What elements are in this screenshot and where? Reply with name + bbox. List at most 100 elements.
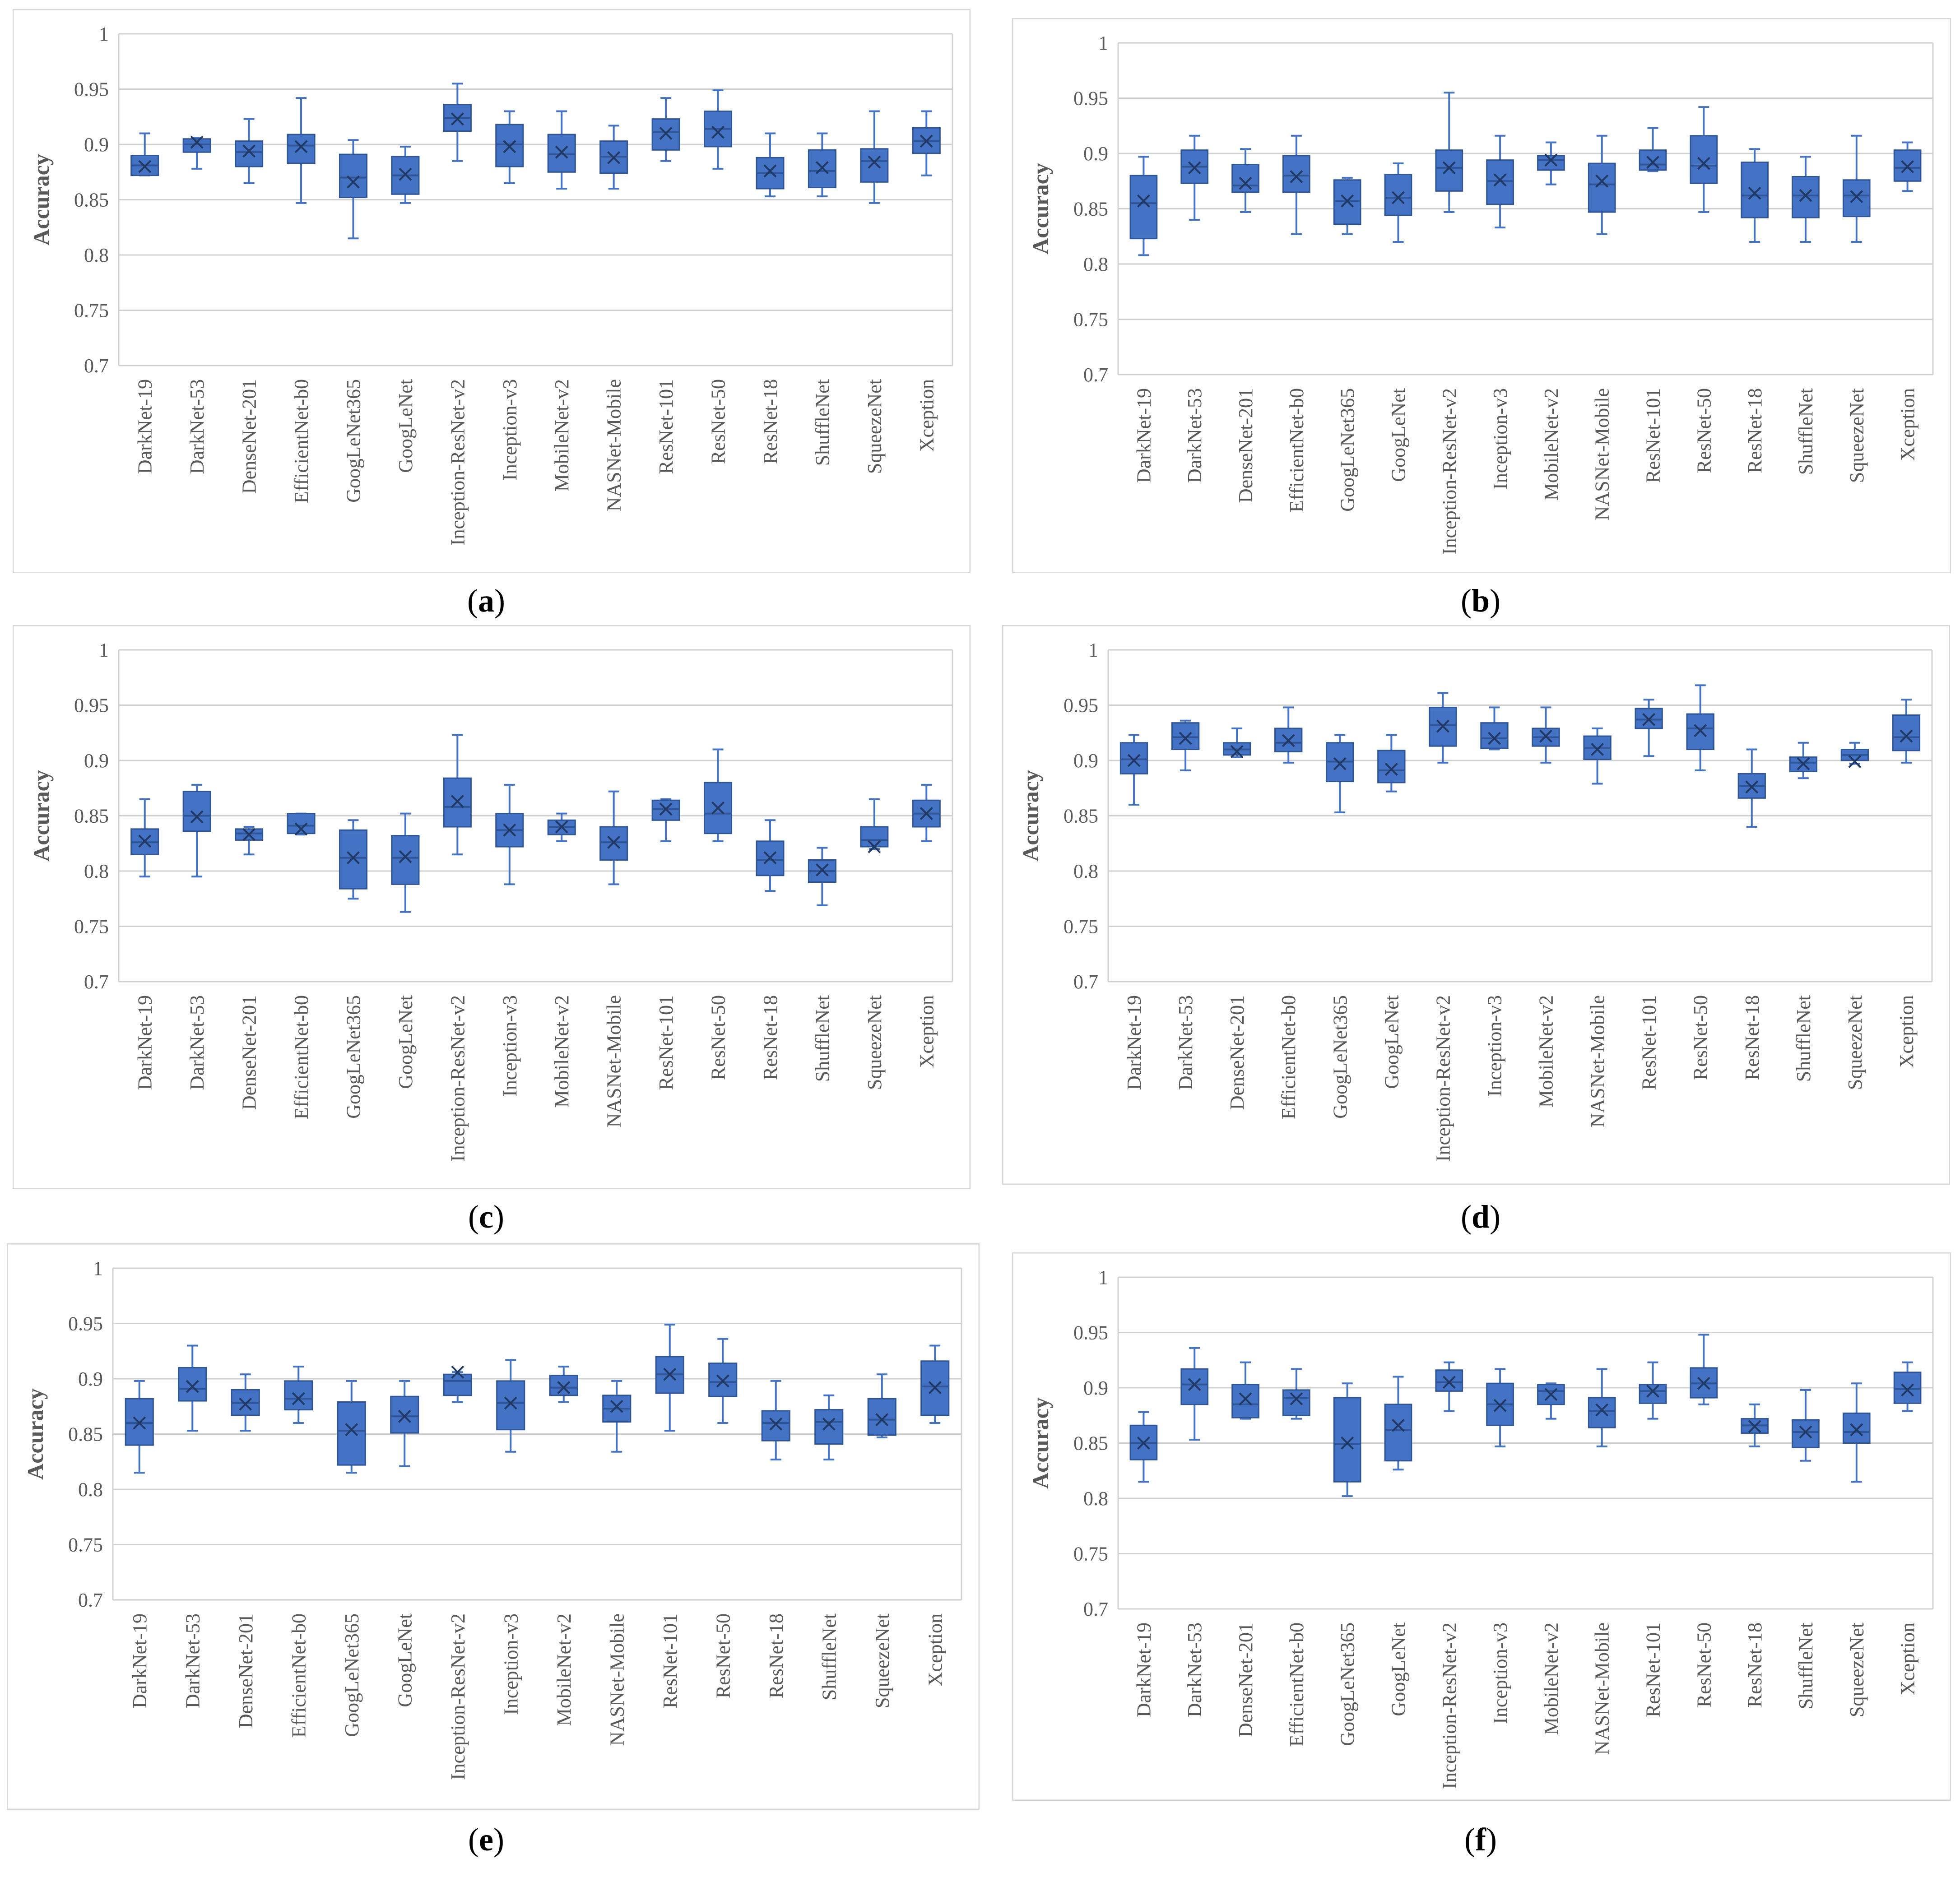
mean-marker xyxy=(1290,170,1303,183)
chart-b-svg: 0.7 0.75 0.8 0.85 0.9 0.95 1 Accuracy DarkNet-19… xyxy=(1012,18,1951,573)
y-axis-title: Accuracy xyxy=(1028,1397,1053,1489)
x-tick-label: SqueezeNet xyxy=(1846,1622,1868,1717)
y-tick-label: 0.8 xyxy=(1083,253,1108,275)
y-tick-label: 1 xyxy=(99,23,109,45)
box-iqr xyxy=(1171,722,1200,750)
box-densenet-201 xyxy=(235,826,264,856)
x-tick-label: Inception-ResNet-v2 xyxy=(447,1613,469,1780)
x-tick-label: DarkNet-19 xyxy=(1123,995,1145,1090)
chart-frame xyxy=(1012,1252,1951,1801)
x-tick-label: Inception-ResNet-v2 xyxy=(446,995,469,1162)
box-googlenet365 xyxy=(1333,176,1361,235)
box-iqr xyxy=(1282,1389,1310,1416)
box-iqr xyxy=(814,1409,844,1445)
box-resnet-18 xyxy=(1741,1403,1769,1447)
x-tick-label: GoogLeNet365 xyxy=(341,1613,363,1737)
box-resnet-50 xyxy=(1686,684,1714,772)
x-tick-label: ResNet-50 xyxy=(707,995,729,1080)
mean-marker xyxy=(769,1418,783,1431)
mean-marker xyxy=(1493,173,1507,187)
box-iqr xyxy=(182,791,211,832)
box-efficientnet-b0 xyxy=(1274,706,1303,764)
y-tick-label: 0.85 xyxy=(74,189,109,211)
box-efficientnet-b0 xyxy=(1282,1368,1310,1420)
mean-marker xyxy=(868,155,881,169)
mean-marker xyxy=(242,828,256,841)
box-inception-v3 xyxy=(495,110,524,184)
box-googlenet xyxy=(1384,1376,1412,1471)
box-densenet-201 xyxy=(1231,148,1259,213)
box-nasnet-mobile xyxy=(602,1380,632,1453)
y-tick-label: 1 xyxy=(1088,639,1098,661)
box-squeezenet xyxy=(867,1373,896,1438)
x-tick-label: ResNet-50 xyxy=(1693,388,1715,473)
box-mobilenet-v2 xyxy=(1532,706,1560,764)
box-nasnet-mobile xyxy=(599,790,628,885)
box-resnet-50 xyxy=(1690,1334,1718,1405)
mean-marker xyxy=(1544,1388,1558,1401)
box-resnet-101 xyxy=(1639,127,1667,172)
box-shufflenet xyxy=(1792,156,1820,243)
x-tick-label: NASNet-Mobile xyxy=(603,995,625,1127)
y-tick-label: 0.9 xyxy=(1073,750,1098,772)
x-tick-label: DenseNet-201 xyxy=(238,379,260,494)
mean-marker xyxy=(345,1423,358,1437)
box-resnet-18 xyxy=(756,819,785,892)
box-mobilenet-v2 xyxy=(549,1366,578,1403)
mean-marker xyxy=(1901,160,1914,173)
x-tick-label: DarkNet-19 xyxy=(1133,1622,1155,1717)
box-inception-resnet-v2 xyxy=(443,734,472,856)
box-iqr xyxy=(1690,135,1718,184)
x-tick-label: ResNet-101 xyxy=(655,995,677,1090)
mean-marker xyxy=(1127,754,1141,767)
mean-marker xyxy=(133,1416,146,1430)
x-tick-label: EfficientNet-b0 xyxy=(290,995,312,1119)
box-efficientnet-b0 xyxy=(1282,134,1310,235)
mean-marker xyxy=(1384,763,1398,776)
chart-panel-f: 0.7 0.75 0.8 0.85 0.9 0.95 1 Accuracy DarkNet-19… xyxy=(1012,1252,1951,1801)
mean-marker xyxy=(503,823,516,837)
box-inception-v3 xyxy=(1486,134,1514,229)
mean-marker xyxy=(920,807,933,820)
y-axis-title: Accuracy xyxy=(1018,770,1043,862)
box-iqr xyxy=(761,1410,790,1441)
y-tick-label: 0.7 xyxy=(84,971,109,993)
y-tick-label: 0.75 xyxy=(74,300,109,322)
y-tick-label: 0.8 xyxy=(1083,1488,1108,1510)
x-tick-label: ResNet-18 xyxy=(759,995,781,1080)
x-tick-label: EfficientNet-b0 xyxy=(290,379,312,503)
y-tick-label: 0.7 xyxy=(84,355,109,377)
box-inception-resnet-v2 xyxy=(1435,1361,1463,1412)
box-iqr xyxy=(1282,155,1310,193)
mean-marker xyxy=(1646,156,1659,169)
box-inception-resnet-v2 xyxy=(1435,92,1463,213)
box-googlenet365 xyxy=(337,1380,366,1474)
box-googlenet xyxy=(1384,162,1412,243)
box-iqr xyxy=(1639,1384,1667,1404)
mean-marker xyxy=(1137,1437,1150,1450)
y-tick-label: 0.7 xyxy=(1083,364,1108,386)
mean-marker xyxy=(555,145,568,159)
y-tick-label: 0.85 xyxy=(68,1423,103,1446)
x-tick-label: ResNet-18 xyxy=(1744,388,1766,473)
mean-marker xyxy=(1493,1399,1507,1412)
x-tick-label: GoogLeNet365 xyxy=(342,379,364,503)
box-densenet-201 xyxy=(231,1373,260,1432)
box-iqr xyxy=(443,1373,472,1396)
box-resnet-50 xyxy=(704,89,733,170)
y-tick-label: 0.95 xyxy=(74,695,109,717)
x-tick-label: EfficientNet-b0 xyxy=(288,1613,310,1738)
box-xception xyxy=(920,1344,950,1424)
x-tick-label: MobileNet-v2 xyxy=(1540,1622,1562,1735)
x-tick-label: DenseNet-201 xyxy=(1226,995,1248,1110)
mean-marker xyxy=(1900,729,1913,743)
x-tick-label: Inception-v3 xyxy=(499,995,521,1097)
box-darknet-53 xyxy=(182,783,211,878)
x-tick-label: SqueezeNet xyxy=(1846,388,1868,483)
y-axis-title: Accuracy xyxy=(28,154,54,246)
chart-e-svg: 0.7 0.75 0.8 0.85 0.9 0.95 1 Accuracy DarkNet-19… xyxy=(7,1243,980,1810)
x-tick-label: GoogLeNet xyxy=(395,995,417,1089)
mean-marker xyxy=(1137,194,1150,208)
x-tick-label: MobileNet-v2 xyxy=(551,379,573,491)
mean-marker xyxy=(607,835,621,849)
